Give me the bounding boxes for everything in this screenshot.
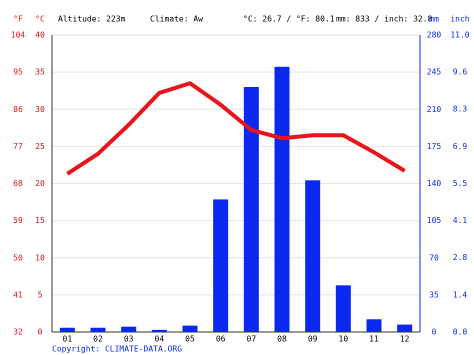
tick-label: 10 — [35, 253, 45, 262]
tick-label: 5 — [38, 290, 43, 299]
unit-mm: mm — [429, 15, 439, 24]
bar — [274, 66, 290, 333]
tick-label: 0 — [38, 328, 43, 337]
temperature-summary: °C: 26.7 / °F: 80.1 — [243, 15, 335, 24]
tick-label: 35 — [35, 68, 45, 77]
x-tick-label: 04 — [155, 335, 165, 344]
tick-label: 0 — [432, 328, 437, 337]
unit-f: °F — [13, 15, 23, 24]
tick-label: 0.0 — [453, 328, 468, 337]
tick-label: 280 — [427, 31, 442, 40]
unit-c: °C — [35, 15, 45, 24]
tick-label: 104 — [11, 31, 26, 40]
tick-label: 2.8 — [453, 253, 468, 262]
tick-label: 41 — [13, 290, 23, 299]
bar — [151, 329, 167, 332]
tick-label: 30 — [35, 105, 45, 114]
x-tick-label: 02 — [93, 335, 103, 344]
bar — [182, 325, 198, 332]
unit-inch: inch — [450, 15, 469, 24]
x-tick-label: 07 — [247, 335, 257, 344]
tick-label: 20 — [35, 179, 45, 188]
tick-label: 11.0 — [450, 31, 469, 40]
climate: Climate: Aw — [150, 15, 203, 24]
x-tick-label: 10 — [339, 335, 349, 344]
tick-label: 32 — [13, 328, 23, 337]
tick-label: 245 — [427, 68, 442, 77]
tick-label: 35 — [429, 290, 439, 299]
bar — [305, 180, 321, 332]
x-tick-label: 05 — [185, 335, 195, 344]
tick-label: 8.3 — [453, 105, 468, 114]
tick-label: 15 — [35, 216, 45, 225]
tick-label: 175 — [427, 142, 442, 151]
tick-label: 5.5 — [453, 179, 468, 188]
bar — [366, 319, 382, 332]
bar — [213, 199, 229, 332]
bar — [90, 327, 106, 332]
x-tick-label: 08 — [277, 335, 287, 344]
tick-label: 50 — [13, 253, 23, 262]
tick-label: 1.4 — [453, 290, 468, 299]
altitude: Altitude: 223m — [58, 15, 126, 24]
tick-label: 25 — [35, 142, 45, 151]
bar — [243, 86, 259, 332]
tick-label: 59 — [13, 216, 23, 225]
bar — [59, 327, 75, 332]
precipitation-summary: mm: 833 / inch: 32.8 — [336, 15, 433, 24]
tick-label: 68 — [13, 179, 23, 188]
tick-label: 9.6 — [453, 67, 468, 76]
x-tick-label: 01 — [63, 335, 73, 344]
tick-label: 70 — [429, 253, 439, 262]
x-tick-label: 12 — [400, 335, 410, 344]
x-tick-label: 06 — [216, 335, 226, 344]
tick-label: 140 — [427, 179, 442, 188]
tick-label: 77 — [13, 142, 23, 151]
tick-label: 210 — [427, 105, 442, 114]
bar — [335, 285, 351, 332]
tick-label: 40 — [35, 31, 45, 40]
copyright: Copyright: CLIMATE-DATA.ORG — [52, 345, 182, 354]
temperature-line — [66, 81, 406, 176]
tick-label: 95 — [13, 68, 23, 77]
tick-label: 4.1 — [453, 216, 468, 225]
bar — [397, 324, 413, 332]
tick-label: 86 — [13, 105, 23, 114]
x-tick-label: 09 — [308, 335, 318, 344]
x-tick-label: 11 — [369, 335, 379, 344]
bar — [121, 326, 137, 332]
x-tick-label: 03 — [124, 335, 134, 344]
tick-label: 105 — [427, 216, 442, 225]
tick-label: 6.9 — [453, 142, 468, 151]
